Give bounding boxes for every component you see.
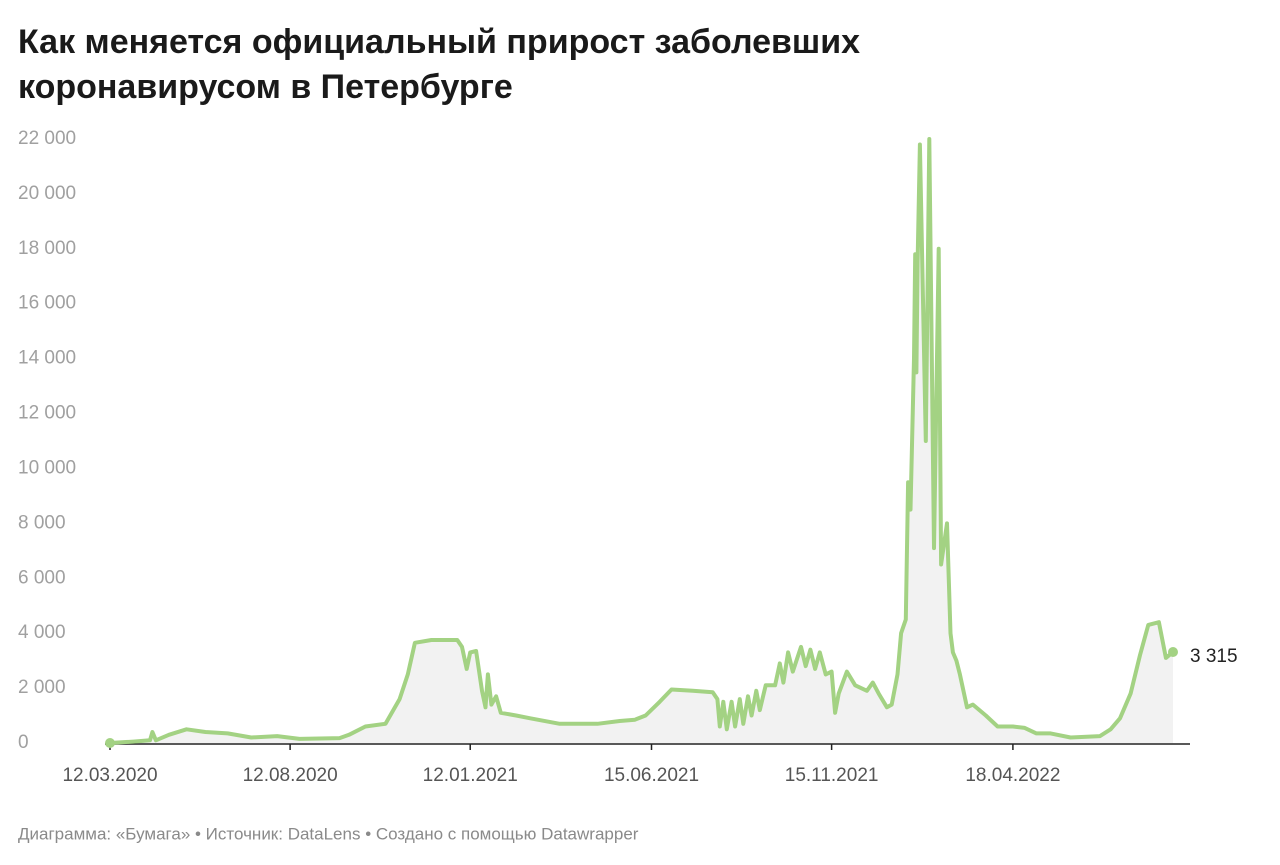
- line: [109, 137, 1175, 745]
- point: [105, 738, 115, 748]
- y-tick-label: 20 000: [18, 183, 76, 204]
- area: [110, 139, 1173, 743]
- x-tick-label: 18.04.2022: [965, 765, 1060, 786]
- y-tick-label: 8 000: [18, 512, 66, 533]
- y-tick-label: 16 000: [18, 293, 76, 314]
- y-tick-label: 4 000: [18, 622, 66, 643]
- y-tick-label: 2 000: [18, 677, 66, 698]
- value-label: 3 315: [1190, 646, 1238, 667]
- chart-title: Как меняется официальный прирост заболев…: [18, 23, 860, 61]
- x-tick-label: 12.03.2020: [62, 765, 157, 786]
- x-tick-label: 15.06.2021: [604, 765, 699, 786]
- y-tick-label: 18 000: [18, 238, 76, 259]
- x-tick-label: 12.08.2020: [243, 765, 338, 786]
- y-tick-label: 12 000: [18, 403, 76, 424]
- y-tick-label: 10 000: [18, 457, 76, 478]
- y-tick-label: 0: [18, 732, 29, 753]
- x-tick-label: 15.11.2021: [785, 765, 879, 786]
- y-tick-label: 14 000: [18, 348, 76, 369]
- chart-title: коронавирусом в Петербурге: [18, 68, 513, 106]
- point: [1168, 646, 1178, 657]
- y-tick-label: 6 000: [18, 567, 66, 588]
- x-tick-label: 12.01.2021: [423, 765, 518, 786]
- source: Диаграмма: «Бумага» • Источник: DataLens…: [18, 824, 639, 843]
- y-tick-label: 22 000: [18, 128, 76, 149]
